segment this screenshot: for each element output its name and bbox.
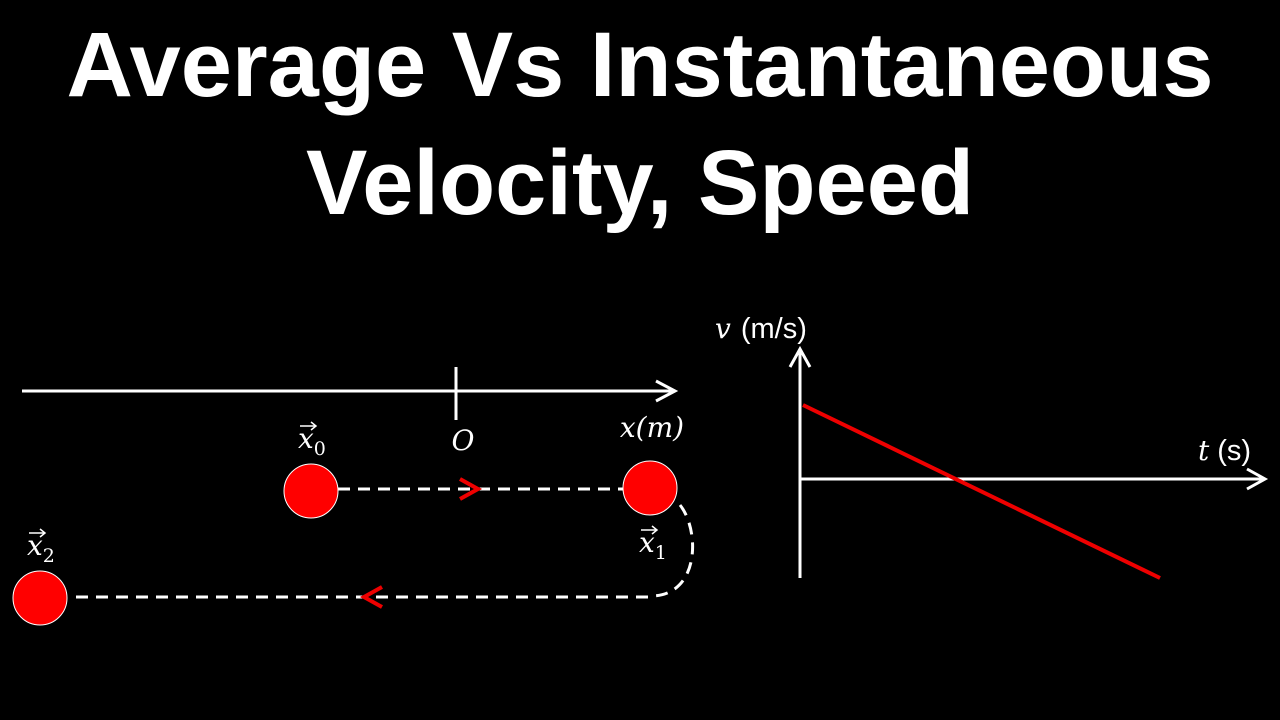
point-label: x0 (298, 421, 326, 460)
unit: (m/s) (741, 313, 807, 345)
path-turn (651, 504, 695, 598)
origin-label: O (452, 424, 475, 457)
symbol: t (1198, 434, 1210, 467)
subscript: 2 (43, 545, 55, 567)
position-dot (283, 463, 339, 519)
symbol: x (639, 526, 655, 559)
axis-label: x(m) (620, 411, 684, 444)
position-dot (12, 570, 68, 626)
x-axis-label: t (s) (1198, 434, 1251, 467)
direction-arrow (459, 477, 483, 501)
subscript: 1 (655, 542, 667, 564)
symbol: x (298, 422, 314, 455)
symbol: x (27, 529, 43, 562)
point-label: x2 (27, 528, 55, 567)
title-line: Velocity, Speed (306, 132, 974, 234)
direction-arrow (359, 585, 383, 609)
vector-arrow (300, 421, 318, 431)
point-label: x1 (639, 525, 667, 564)
arrow-head (788, 345, 812, 368)
point-symbol: x0 (298, 422, 326, 460)
title-line: Average Vs Instantaneous (67, 14, 1214, 116)
arrow-head (655, 379, 679, 403)
subscript: 0 (314, 438, 326, 460)
arrow-head (1246, 467, 1269, 491)
symbol: v (715, 312, 731, 345)
graph-axes (788, 345, 1269, 578)
vector-arrow (641, 525, 659, 535)
vector-arrow (29, 528, 47, 538)
y-axis-label: v (m/s) (715, 312, 807, 345)
unit: (s) (1217, 435, 1251, 467)
point-symbol: x1 (639, 526, 667, 564)
number-line (22, 367, 679, 420)
point-symbol: x2 (27, 529, 55, 567)
velocity-line (802, 403, 1161, 580)
position-dot (622, 460, 678, 516)
